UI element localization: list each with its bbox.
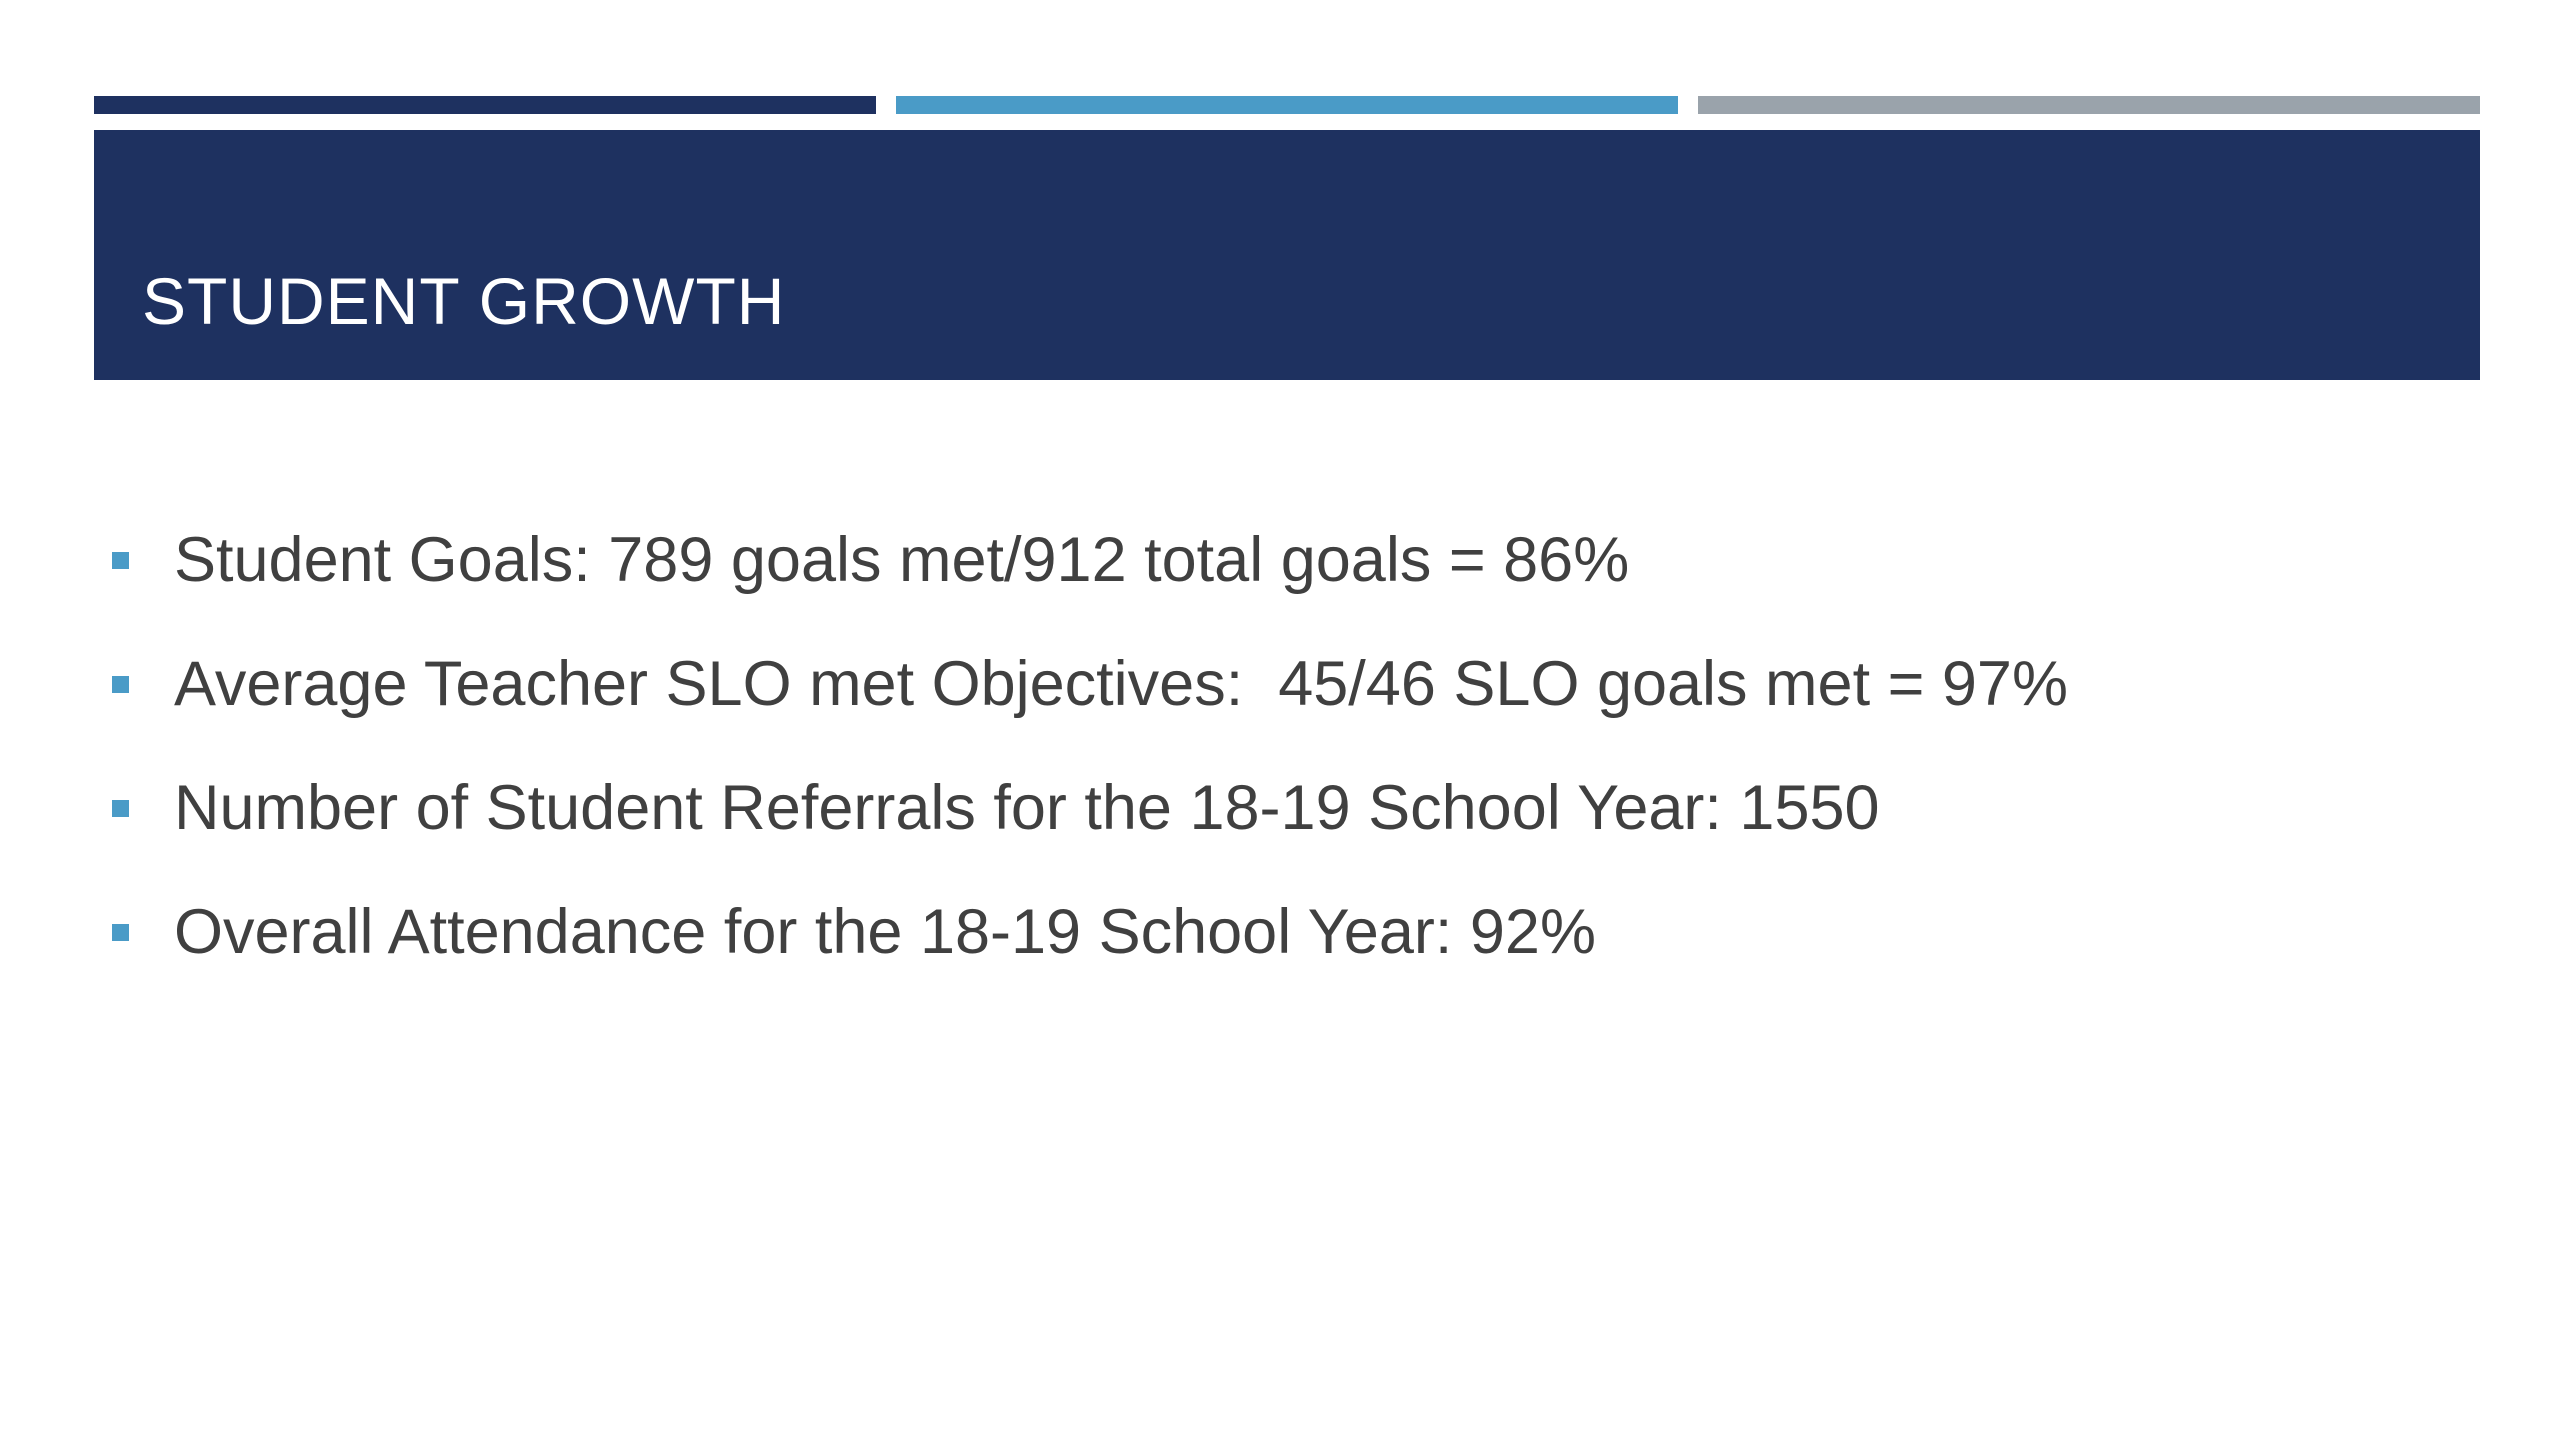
- list-item: Student Goals: 789 goals met/912 total g…: [112, 498, 2068, 622]
- slide-title: STUDENT GROWTH: [142, 264, 786, 338]
- bullet-text-teacher-slo: Average Teacher SLO met Objectives: 45/4…: [174, 648, 2068, 719]
- square-bullet-icon: [112, 675, 129, 693]
- square-bullet-icon: [112, 923, 129, 941]
- bullet-text-student-goals: Student Goals: 789 goals met/912 total g…: [174, 524, 1630, 595]
- list-item: Overall Attendance for the 18-19 School …: [112, 870, 2068, 994]
- accent-bar-light-blue: [896, 96, 1678, 114]
- square-bullet-icon: [112, 551, 129, 569]
- accent-bar-navy: [94, 96, 876, 114]
- square-bullet-icon: [112, 799, 129, 817]
- bullet-text-referrals: Number of Student Referrals for the 18-1…: [174, 772, 1880, 843]
- title-band: STUDENT GROWTH: [94, 130, 2480, 380]
- bullet-list: Student Goals: 789 goals met/912 total g…: [112, 498, 2068, 994]
- list-item: Number of Student Referrals for the 18-1…: [112, 746, 2068, 870]
- bullet-text-attendance: Overall Attendance for the 18-19 School …: [174, 896, 1596, 967]
- list-item: Average Teacher SLO met Objectives: 45/4…: [112, 622, 2068, 746]
- accent-bar-gray: [1698, 96, 2480, 114]
